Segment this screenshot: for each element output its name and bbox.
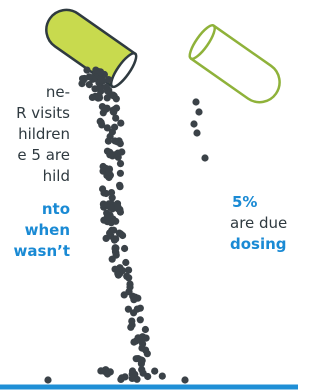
text-line: R visits — [16, 104, 70, 122]
stat: 5% — [232, 193, 257, 211]
text-line: hild — [43, 167, 70, 185]
pill-dot — [151, 368, 158, 375]
pill-dot — [121, 245, 128, 252]
pill-dot — [128, 318, 135, 325]
pill-dot — [125, 288, 132, 295]
right-text: 5% are due dosing — [230, 193, 287, 253]
pill-dot — [89, 94, 96, 101]
pill-dot — [134, 295, 141, 302]
pill-dot — [111, 124, 118, 131]
text-line: are due — [230, 214, 287, 232]
pill-dot — [104, 87, 111, 94]
pill-dot — [127, 324, 134, 331]
text-line: ne- — [46, 83, 70, 101]
text-line: hildren — [18, 125, 70, 143]
pill-dot — [119, 232, 126, 239]
pill-dot — [159, 373, 166, 380]
page: {"left_text": {"lines": ["ne-", "R visit… — [0, 0, 298, 391]
highlight-line: dosing — [230, 235, 287, 253]
highlight-line: nto — [42, 200, 70, 218]
pill-dot — [137, 316, 144, 323]
pill-dot — [190, 120, 197, 127]
pill-dot — [201, 154, 208, 161]
pill-dot — [91, 85, 98, 92]
pill-dot — [105, 169, 112, 176]
pill-dot — [195, 108, 202, 115]
pill-dot — [104, 214, 111, 221]
pill-dot — [111, 151, 118, 158]
pill-dot — [125, 267, 132, 274]
pill-dot — [104, 370, 111, 377]
pill-dot — [193, 129, 200, 136]
pill-dot — [97, 118, 104, 125]
pill-dot — [104, 94, 111, 101]
pill-dot — [129, 367, 136, 374]
pill-dot — [112, 235, 119, 242]
pill-dot — [105, 76, 112, 83]
pill-dot — [117, 160, 124, 167]
left-text: ne- R visits hildren e 5 are hild nto when wasn… — [14, 83, 71, 260]
pill-dot — [117, 170, 124, 177]
pill-dot — [192, 98, 199, 105]
pill-dot — [102, 106, 109, 113]
infographic: ne- R visits hildren e 5 are hild nto when wasn… — [0, 0, 298, 391]
pill-dot — [105, 138, 112, 145]
pill-dot — [97, 68, 104, 75]
pill-dot — [130, 339, 137, 346]
pill-dot — [110, 108, 117, 115]
pill-dot — [142, 326, 149, 333]
pill-dot — [97, 77, 104, 84]
pill-dot — [111, 137, 118, 144]
capsule-empty — [186, 22, 288, 110]
pill-dot — [83, 67, 90, 74]
pill-dot — [129, 375, 136, 382]
pill-dot — [115, 272, 122, 279]
pill-dot — [139, 357, 146, 364]
pill-dot — [118, 148, 125, 155]
pill-dot — [116, 182, 123, 189]
pill-dot — [122, 259, 129, 266]
highlight-line: when — [25, 221, 70, 239]
pill-dot — [121, 373, 128, 380]
text-line: e 5 are — [17, 146, 70, 164]
pill-dot — [96, 92, 103, 99]
pill-dot — [125, 274, 132, 281]
pill-dot — [110, 227, 117, 234]
pill-dot — [138, 345, 145, 352]
pill-dot — [113, 252, 120, 259]
pill-dot — [100, 201, 107, 208]
pill-dot — [114, 203, 121, 210]
highlight-line: wasn’t — [14, 242, 70, 260]
pill-dot — [143, 335, 150, 342]
pill-dot — [44, 376, 51, 383]
pill-dot — [140, 370, 147, 377]
pill-dot — [79, 75, 86, 82]
pill-dot — [181, 376, 188, 383]
pill-dot — [134, 306, 141, 313]
pill-dot — [99, 185, 106, 192]
